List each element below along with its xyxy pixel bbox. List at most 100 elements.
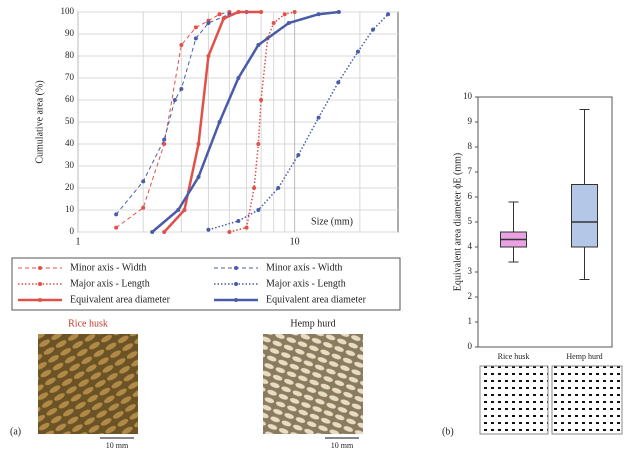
legend-box [11,257,401,311]
y-tick-label: 9 [468,116,473,126]
series-line [208,13,389,231]
y-tick-label: 3 [468,266,473,276]
scale-label: 10 mm [331,441,354,450]
point [256,142,261,146]
y-tick-label: 5 [468,216,473,226]
series-line [115,11,230,229]
y-tick-label: 20 [65,182,75,192]
x-tick-label: 1 [76,236,81,247]
y-tick-label: 0 [70,226,75,236]
y-tick-label: 30 [65,160,75,170]
point [217,120,222,124]
y-tick-label: 0 [468,341,473,351]
panel-label: (b) [442,426,454,437]
point [206,227,211,232]
point [292,10,297,14]
point [141,179,146,184]
legend-marker [38,266,42,270]
y-tick-label: 70 [65,72,75,82]
point [276,186,281,190]
panel-label: (a) [10,426,21,437]
legend-marker [38,298,42,302]
y-tick-label: 1 [468,316,473,326]
y-tick-label: 60 [65,94,75,104]
y-tick-label: 50 [65,116,75,126]
photo-caption: Rice husk [68,318,108,329]
binary-image [551,365,623,435]
point [296,153,301,157]
point [193,36,198,41]
y-tick-label: 4 [468,241,473,251]
point [271,21,276,25]
legend-marker [234,282,238,286]
x-tick-label: Hemp hurd [566,352,602,361]
point [236,76,241,80]
point [193,25,198,30]
point [336,80,341,85]
rice-photo [38,334,138,434]
point [355,49,360,54]
point [256,208,261,212]
point [150,230,155,234]
point [252,186,257,190]
legend-marker [234,298,238,302]
point [176,208,181,212]
point [316,12,321,17]
y-tick-label: 90 [65,28,75,38]
point [206,54,211,58]
point [206,21,211,25]
point [162,230,167,234]
legend-label: Major axis - Length [70,278,150,289]
point [316,115,321,120]
point [114,212,119,217]
point [236,219,241,223]
y-tick-label: 8 [468,141,473,151]
point [179,87,184,91]
point [259,98,264,102]
legend-marker [38,282,42,286]
y-tick-label: 100 [61,6,75,16]
y-axis-label: Cumulative area (%) [34,80,45,163]
y-tick-label: 6 [468,191,473,201]
x-axis-label: Size (mm) [311,216,353,227]
y-tick-label: 80 [65,50,75,60]
legend-label: Minor axis - Width [266,262,342,273]
point [217,12,222,17]
legend-label: Major axis - Length [266,278,346,289]
point [162,137,167,142]
binary-image [479,365,549,435]
point [371,27,376,32]
point [114,225,119,230]
point [172,98,177,102]
y-axis-label: Equivalent area diameter ϕE (mm) [452,153,463,292]
y-tick-label: 10 [65,204,75,214]
hemp-photo [263,334,363,434]
scale-label: 10 mm [106,441,129,450]
photo-caption: Hemp hurd [290,318,335,329]
x-tick-label: Rice husk [498,352,530,361]
point [286,21,291,25]
box [571,184,598,248]
point [196,175,201,179]
point [244,225,249,230]
point [221,16,226,21]
y-tick-label: 10 [463,91,473,101]
point [256,43,261,47]
point [227,230,232,234]
point [386,12,391,17]
point [282,12,287,17]
legend-label: Minor axis - Width [70,262,146,273]
point [182,208,187,212]
point [179,43,184,47]
point [162,142,167,146]
point [236,10,241,14]
legend-label: Equivalent area diameter [266,294,367,305]
x-tick-label: 10 [290,236,300,247]
point [141,205,146,210]
point [336,10,341,14]
y-tick-label: 2 [468,291,473,301]
legend-label: Equivalent area diameter [70,294,171,305]
point [196,142,201,146]
